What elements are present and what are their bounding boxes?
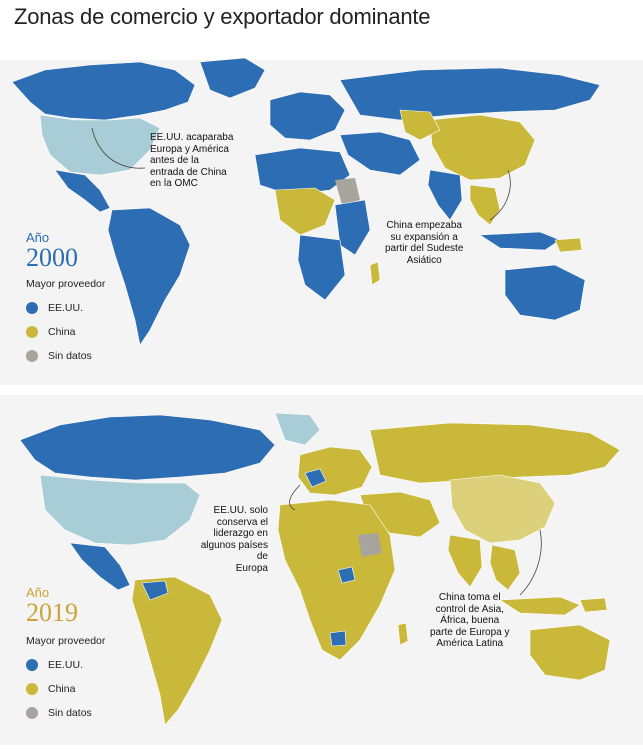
- year-block-2000: Año 2000: [26, 230, 78, 273]
- annotation-china-2000: China empezaba su expansión a partir del…: [385, 220, 464, 266]
- legend-label-china: China: [48, 683, 76, 695]
- legend-item-usa: EE.UU.: [26, 653, 105, 677]
- legend-label-china: China: [48, 326, 76, 338]
- region-south-africa: [297, 234, 346, 301]
- region-australia: [529, 624, 611, 681]
- legend-title: Mayor proveedor: [26, 278, 106, 290]
- legend-2000: Mayor proveedor EE.UU. China Sin datos: [26, 278, 105, 368]
- region-greenland: [274, 412, 321, 446]
- region-europe-usa: [304, 468, 327, 488]
- region-sudan-nodata: [358, 533, 382, 557]
- legend-dot-china: [26, 683, 38, 695]
- region-india: [447, 534, 483, 588]
- region-south-america: [107, 207, 191, 346]
- page-title: Zonas de comercio y exportador dominante: [14, 4, 431, 29]
- year-label: Año: [26, 585, 50, 600]
- year-label: Año: [26, 230, 50, 245]
- legend-title: Mayor proveedor: [26, 635, 106, 647]
- region-africa-usa: [337, 566, 356, 584]
- legend-item-usa: EE.UU.: [26, 296, 105, 320]
- region-indonesia: [479, 231, 561, 251]
- legend-item-china: China: [26, 320, 105, 344]
- world-map-2019: [0, 395, 643, 745]
- world-map-2000: [0, 57, 643, 385]
- region-mexico: [69, 542, 131, 591]
- region-east-africa: [334, 199, 371, 256]
- legend-dot-no-data: [26, 350, 38, 362]
- region-middle-east: [339, 131, 421, 176]
- region-madagascar: [397, 622, 409, 646]
- legend-label-usa: EE.UU.: [48, 659, 84, 671]
- legend-item-no-data: Sin datos: [26, 344, 105, 368]
- region-europe: [269, 91, 346, 141]
- legend-item-no-data: Sin datos: [26, 701, 105, 725]
- region-southeast-asia: [489, 544, 521, 591]
- map-panel-2019: EE.UU. solo conserva el liderazgo en alg…: [0, 395, 643, 745]
- annotation-usa-2000: EE.UU. acaparaba Europa y América antes …: [150, 132, 234, 189]
- leader-line-china-2019: [519, 529, 542, 596]
- legend-label-no-data: Sin datos: [48, 350, 92, 362]
- leader-line-usa-2000: [91, 127, 146, 169]
- region-greenland: [199, 57, 266, 99]
- region-southeast-asia: [469, 184, 501, 226]
- map-panel-2000: EE.UU. acaparaba Europa y América antes …: [0, 40, 643, 385]
- year-block-2019: Año 2019: [26, 585, 78, 628]
- legend-2019: Mayor proveedor EE.UU. China Sin datos: [26, 635, 105, 725]
- region-australia: [504, 264, 586, 321]
- region-mexico-central: [54, 169, 111, 213]
- legend-dot-china: [26, 326, 38, 338]
- leader-line-china-2000: [489, 169, 511, 221]
- region-south-america: [131, 576, 223, 726]
- region-west-central-africa: [274, 187, 336, 236]
- legend-dot-usa: [26, 302, 38, 314]
- legend-dot-usa: [26, 659, 38, 671]
- annotation-usa-2019: EE.UU. solo conserva el liderazgo en alg…: [200, 505, 268, 574]
- year-number: 2000: [26, 243, 78, 272]
- legend-item-china: China: [26, 677, 105, 701]
- region-russia: [369, 422, 621, 484]
- region-sudan-nodata: [335, 178, 360, 205]
- region-indonesia: [499, 596, 581, 616]
- annotation-china-2019: China toma el control de Asia, África, b…: [430, 592, 510, 649]
- region-china: [429, 114, 536, 181]
- region-png: [579, 597, 608, 613]
- region-png: [554, 237, 583, 253]
- legend-label-no-data: Sin datos: [48, 707, 92, 719]
- year-number: 2019: [26, 598, 78, 627]
- legend-dot-no-data: [26, 707, 38, 719]
- region-india: [427, 169, 463, 221]
- region-russia: [339, 67, 601, 121]
- region-central-asia-china: [399, 109, 441, 141]
- region-usa: [39, 474, 201, 546]
- region-madagascar: [369, 261, 381, 286]
- region-china: [449, 474, 556, 544]
- region-usa: [39, 114, 161, 176]
- legend-label-usa: EE.UU.: [48, 302, 84, 314]
- region-canada: [19, 414, 276, 481]
- region-south-africa-usa: [329, 630, 347, 647]
- region-canada: [11, 61, 196, 121]
- region-colombia-usa: [141, 580, 169, 601]
- leader-line-usa-2019: [289, 484, 301, 511]
